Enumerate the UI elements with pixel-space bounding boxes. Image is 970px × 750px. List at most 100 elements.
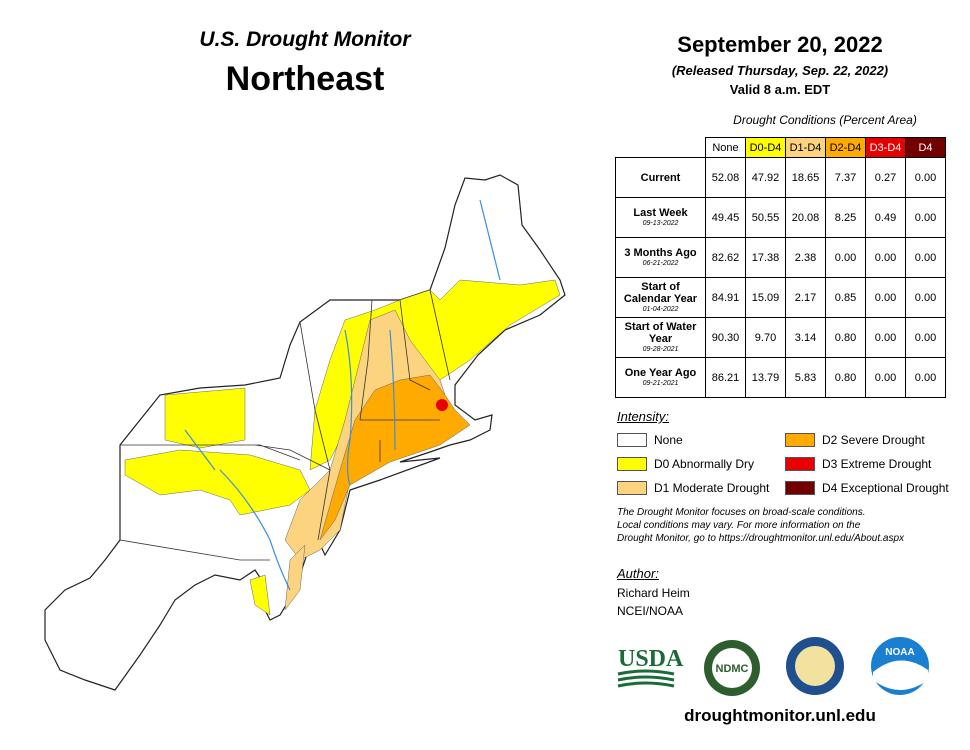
row-label: One Year Ago (624, 367, 697, 379)
row-label: Start of Water Year (624, 321, 697, 345)
row-header: Current (615, 157, 706, 198)
table-cell: 47.92 (745, 157, 786, 198)
table-cell: 3.14 (785, 317, 826, 358)
table-cell: 0.00 (865, 357, 906, 398)
title: U.S. Drought Monitor (199, 28, 411, 51)
logos: USDA NDMC NOAA (617, 637, 929, 696)
legend-swatch (785, 481, 815, 495)
column-header: D4 (905, 137, 946, 158)
note-line: Drought Monitor, go to https://droughtmo… (617, 533, 905, 544)
table-cell: 0.00 (905, 237, 946, 278)
ndmc-text: NDMC (716, 663, 749, 675)
row-header: Start of Water Year 09-28-2021 (615, 317, 706, 358)
table-cell: 5.83 (785, 357, 826, 398)
note: The Drought Monitor focuses on broad-sca… (617, 506, 904, 545)
released: (Released Thursday, Sep. 22, 2022) (671, 63, 889, 78)
table-cell: 2.17 (785, 277, 826, 318)
table-cell: 0.27 (865, 157, 906, 198)
river (184, 199, 501, 591)
row-label: Start of Calendar Year (623, 281, 698, 305)
table-cell: 49.45 (705, 197, 746, 238)
table-cell: 84.91 (705, 277, 746, 318)
table-cell: 20.08 (785, 197, 826, 238)
table-cell: 9.70 (745, 317, 786, 358)
region: Northeast (225, 60, 385, 98)
table-cell: 0.00 (865, 237, 906, 278)
table-cell: 0.00 (905, 357, 946, 398)
table-caption: Drought Conditions (Percent Area) (733, 113, 917, 127)
column-header: D3-D4 (865, 137, 906, 158)
table-cell: 18.65 (785, 157, 826, 198)
table-cell: 8.25 (825, 197, 866, 238)
legend-label: D0 Abnormally Dry (654, 457, 755, 471)
author-name: Richard Heim (617, 586, 690, 600)
row-date: 09-13-2022 (642, 220, 679, 227)
table-cell: 90.30 (705, 317, 746, 358)
table-cell: 0.00 (905, 157, 946, 198)
row-label: Current (640, 171, 681, 184)
note-line: The Drought Monitor focuses on broad-sca… (617, 507, 866, 518)
ndmc-inner (712, 648, 752, 688)
table-cell: 52.08 (705, 157, 746, 198)
row-header: Start of Calendar Year 01-04-2022 (615, 277, 706, 318)
row-header: 3 Months Ago 06-21-2022 (615, 237, 706, 278)
row-header: One Year Ago 09-21-2021 (615, 357, 706, 398)
d1-area (284, 544, 306, 611)
row-date: 09-28-2021 (642, 346, 679, 353)
legend-label: D3 Extreme Drought (822, 457, 932, 471)
table-cell: 0.00 (905, 277, 946, 318)
table-cell: 0.00 (865, 317, 906, 358)
table-cell: 0.00 (825, 237, 866, 278)
region-outline (44, 174, 566, 691)
seal-inner (795, 646, 835, 686)
legend-label: D2 Severe Drought (822, 433, 925, 447)
row-date: 01-04-2022 (642, 306, 679, 313)
d0-area (164, 387, 246, 449)
d0-area (124, 449, 311, 516)
table-cell: 82.62 (705, 237, 746, 278)
d3-area (436, 399, 448, 411)
noaa-gull (873, 660, 928, 690)
table-cell: 13.79 (745, 357, 786, 398)
table-cell: 0.00 (865, 277, 906, 318)
row-date: 06-21-2022 (642, 260, 679, 267)
column-header: D2-D4 (825, 137, 866, 158)
legend-swatch (617, 433, 647, 447)
table-cell: 0.00 (905, 197, 946, 238)
state-border (119, 289, 451, 561)
table-cell: 15.09 (745, 277, 786, 318)
legend-swatch (785, 433, 815, 447)
legend-label: D1 Moderate Drought (654, 481, 770, 495)
column-header: D1-D4 (785, 137, 826, 158)
date: September 20, 2022 (677, 32, 883, 57)
legend-title: Intensity: (617, 409, 670, 424)
url: droughtmonitor.unl.edu (684, 706, 876, 725)
valid: Valid 8 a.m. EDT (729, 82, 831, 97)
row-date: 09-21-2021 (642, 380, 679, 387)
table-cell: 0.85 (825, 277, 866, 318)
column-header: D0-D4 (745, 137, 786, 158)
table-cell: 0.80 (825, 317, 866, 358)
row-label: Last Week (633, 207, 688, 219)
table-cell: 86.21 (705, 357, 746, 398)
row-label: 3 Months Ago (624, 247, 697, 259)
table-cell: 0.49 (865, 197, 906, 238)
legend-label: None (654, 433, 683, 447)
author-title: Author: (617, 566, 659, 581)
legend-swatch (617, 457, 647, 471)
row-header: Last Week 09-13-2022 (615, 197, 706, 238)
author-org: NCEI/NOAA (617, 604, 684, 618)
table-cell: 0.80 (825, 357, 866, 398)
column-header: None (705, 137, 746, 158)
noaa-text: NOAA (885, 647, 914, 658)
map (44, 174, 566, 691)
legend-swatch (785, 457, 815, 471)
usda-waves (617, 669, 675, 688)
legend-swatch (617, 481, 647, 495)
note-line: Local conditions may vary. For more info… (617, 520, 861, 531)
d0-area (249, 574, 271, 616)
table-cell: 2.38 (785, 237, 826, 278)
legend-label: D4 Exceptional Drought (822, 481, 949, 495)
table-cell: 7.37 (825, 157, 866, 198)
